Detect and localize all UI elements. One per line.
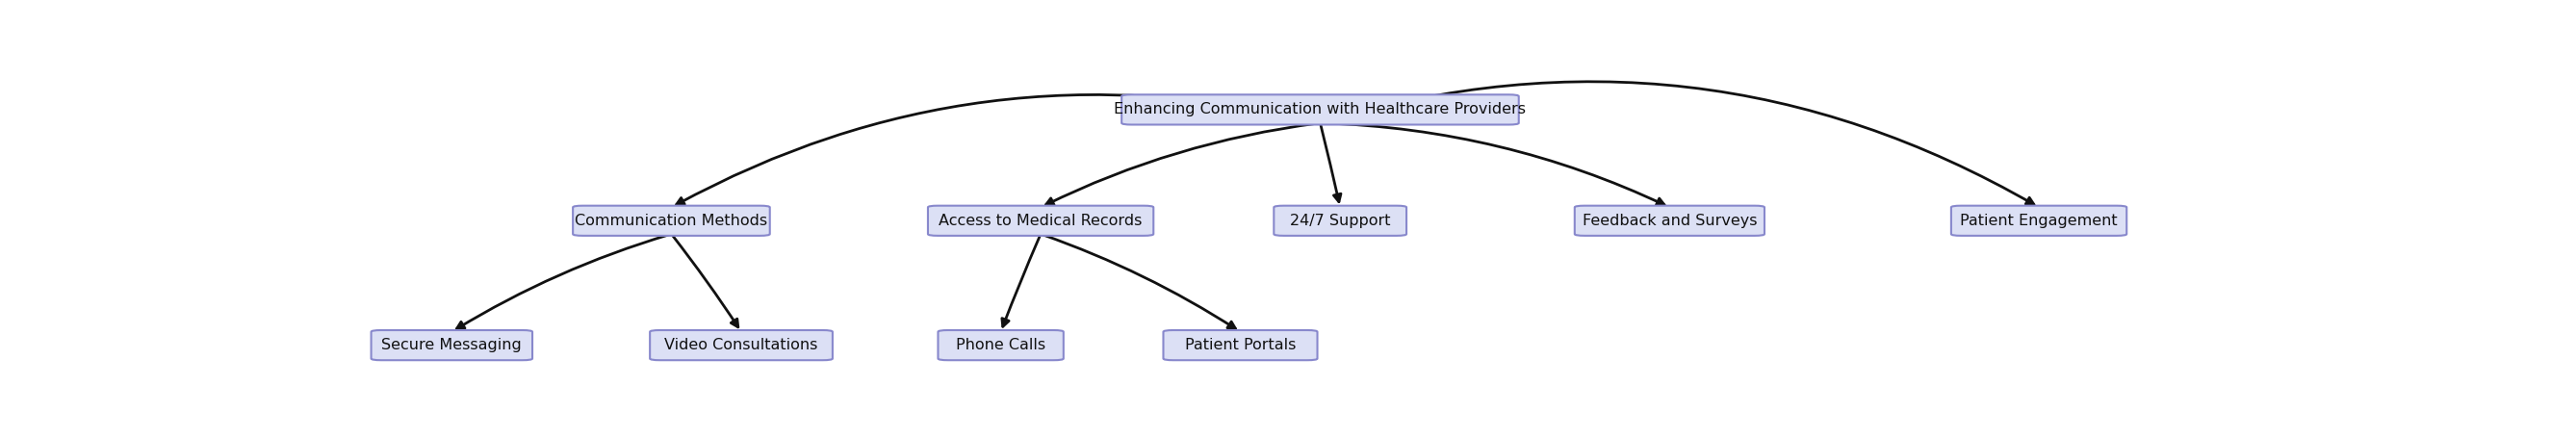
FancyBboxPatch shape: [938, 330, 1064, 360]
FancyBboxPatch shape: [1121, 95, 1520, 125]
FancyBboxPatch shape: [649, 330, 832, 360]
Text: Patient Engagement: Patient Engagement: [1960, 213, 2117, 228]
Text: Access to Medical Records: Access to Medical Records: [940, 213, 1141, 228]
Text: Phone Calls: Phone Calls: [956, 338, 1046, 352]
Text: Secure Messaging: Secure Messaging: [381, 338, 523, 352]
FancyBboxPatch shape: [1950, 206, 2128, 236]
FancyBboxPatch shape: [572, 206, 770, 236]
FancyBboxPatch shape: [1275, 206, 1406, 236]
Text: Feedback and Surveys: Feedback and Surveys: [1582, 213, 1757, 228]
FancyBboxPatch shape: [1574, 206, 1765, 236]
FancyBboxPatch shape: [927, 206, 1154, 236]
Text: Enhancing Communication with Healthcare Providers: Enhancing Communication with Healthcare …: [1115, 102, 1525, 117]
Text: Patient Portals: Patient Portals: [1185, 338, 1296, 352]
Text: Communication Methods: Communication Methods: [574, 213, 768, 228]
FancyBboxPatch shape: [371, 330, 533, 360]
FancyBboxPatch shape: [1164, 330, 1316, 360]
Text: 24/7 Support: 24/7 Support: [1291, 213, 1391, 228]
Text: Video Consultations: Video Consultations: [665, 338, 819, 352]
